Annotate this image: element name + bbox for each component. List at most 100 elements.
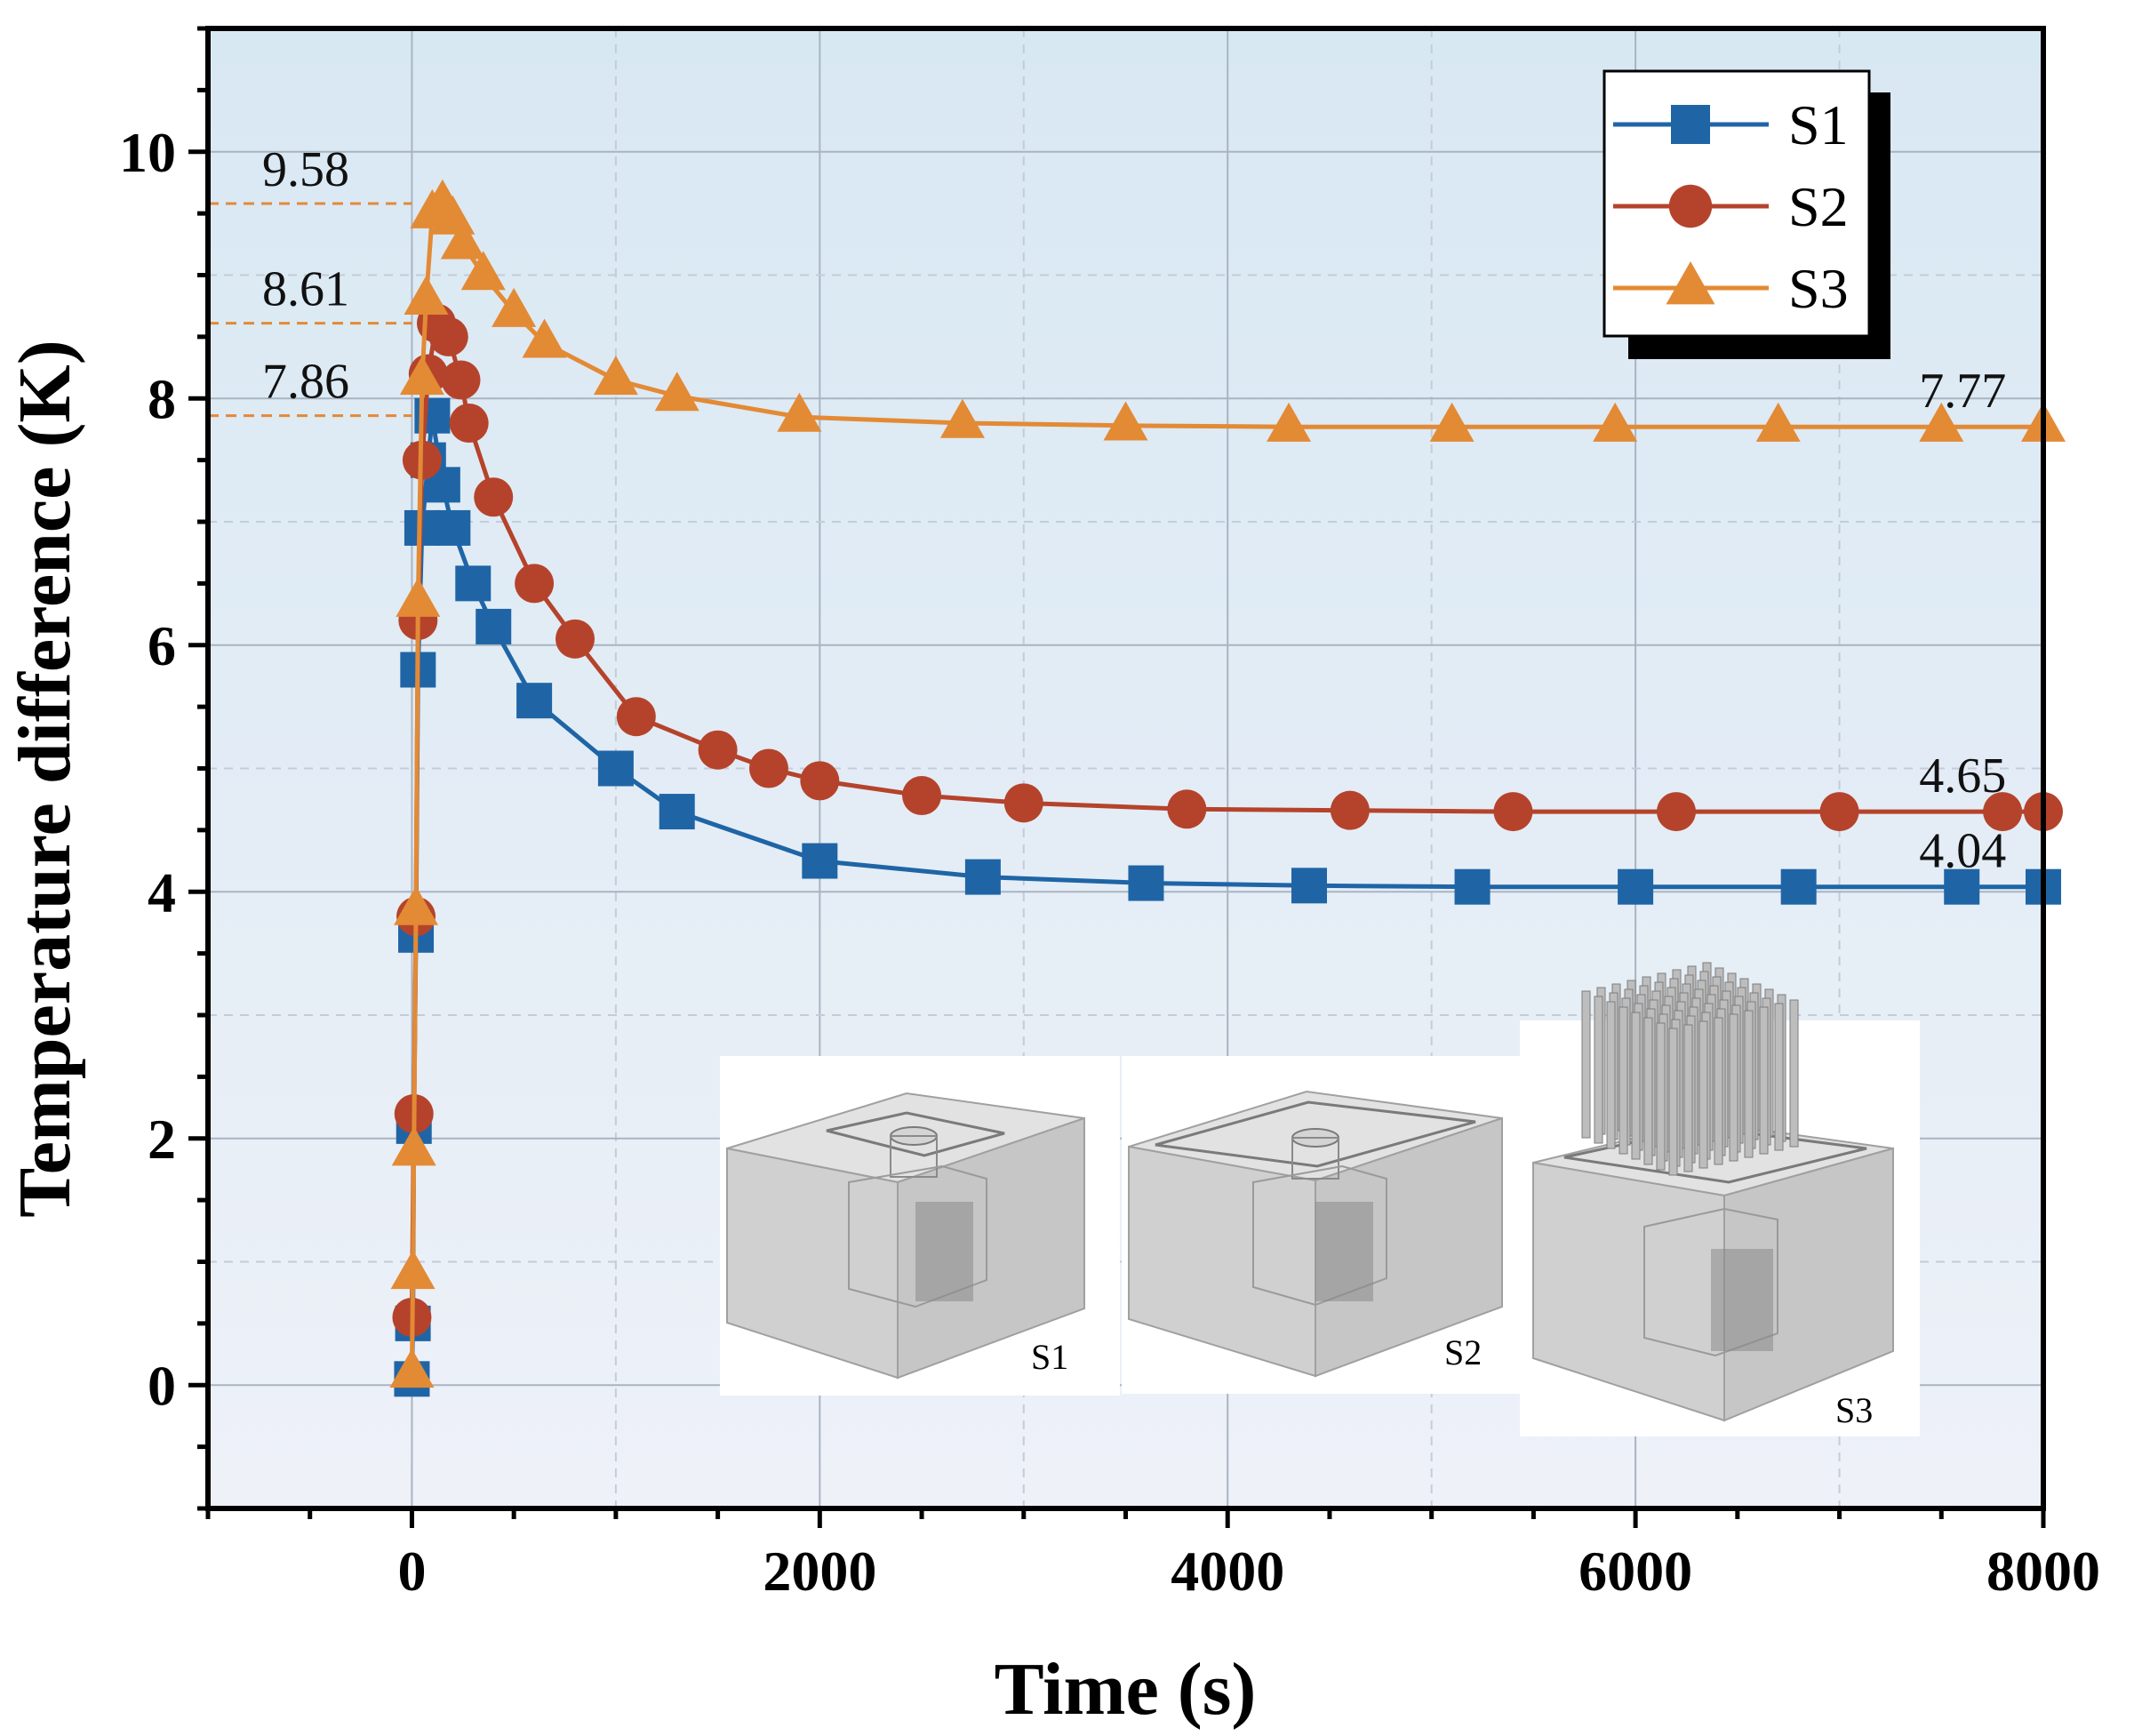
legend-marker (1666, 260, 1715, 305)
data-point-s3 (939, 398, 985, 438)
data-point-s3 (777, 392, 822, 432)
inset-model-s2: S2 (1122, 1056, 1522, 1394)
annotation-peak: 9.58 (262, 142, 349, 197)
data-point-s3 (1103, 401, 1148, 441)
data-point-s2 (1983, 792, 2023, 832)
data-point-s2 (1003, 783, 1043, 823)
y-tick-label: 4 (148, 860, 176, 924)
data-point-s3 (394, 885, 439, 925)
data-point-s3 (522, 318, 567, 358)
annotation-steady: 4.65 (1919, 748, 2006, 804)
data-point-s3 (389, 1348, 435, 1388)
heat-sink-fin (1581, 990, 1591, 1139)
data-point-s2 (428, 316, 468, 356)
legend-box (1602, 69, 1871, 338)
data-point-s1 (455, 565, 492, 602)
heat-sink-fin (1606, 1001, 1616, 1149)
inset-label-s2: S2 (1444, 1332, 1482, 1372)
data-point-s2 (616, 697, 656, 737)
annotation-peak: 8.61 (262, 262, 349, 317)
data-point-s2 (515, 564, 555, 604)
data-point-s2 (1493, 792, 1533, 832)
legend-item-s1: S1 (1613, 93, 1849, 156)
inset-model-s1: S1 (720, 1056, 1120, 1396)
data-point-s1 (1944, 868, 1980, 905)
data-point-s3 (390, 1250, 436, 1290)
data-point-s1 (1454, 868, 1491, 905)
y-tick-label: 10 (119, 121, 176, 184)
heat-sink-fin (1698, 1020, 1708, 1169)
y-axis-title: Temperature difference (K) (4, 340, 86, 1218)
data-point-s2 (441, 360, 481, 400)
data-point-s3 (391, 1126, 436, 1166)
legend-item-s2: S2 (1613, 175, 1849, 238)
y-tick-label: 0 (148, 1354, 176, 1417)
data-point-s1 (964, 859, 1001, 895)
x-axis: 0 2000 4000 6000 8000 (205, 1508, 2100, 1603)
data-point-s3 (593, 356, 638, 396)
data-point-s2 (748, 748, 788, 788)
data-point-s3 (1755, 402, 1801, 442)
legend-label: S1 (1788, 93, 1849, 156)
data-point-s2 (698, 730, 738, 770)
annotation-peak: 7.86 (262, 355, 349, 410)
peak-guide-lines (208, 202, 412, 418)
plot-frame (205, 26, 2046, 1511)
data-point-s2 (474, 477, 514, 517)
y-axis: 0 2 4 6 8 10 (119, 26, 208, 1511)
x-axis-title: Time (s) (995, 1648, 1257, 1731)
data-point-s3 (1593, 402, 1638, 442)
x-tick-label: 0 (397, 1540, 426, 1603)
heat-sink-fin (1594, 996, 1603, 1144)
data-point-s1 (476, 608, 512, 644)
x-tick-label: 8000 (1986, 1540, 2100, 1603)
data-point-s2 (800, 761, 840, 801)
data-point-s2 (1657, 792, 1696, 832)
data-point-s2 (1167, 789, 1207, 829)
y-tick-label: 6 (148, 614, 176, 677)
legend-item-s3: S3 (1613, 257, 1849, 320)
legend-label: S2 (1788, 175, 1849, 238)
legend: S1 S2 S3 (1602, 69, 1890, 359)
x-tick-label: 4000 (1171, 1540, 1284, 1603)
data-point-s3 (492, 287, 537, 327)
x-tick-label: 2000 (763, 1540, 876, 1603)
inset-model-s3: S3 (1520, 962, 1920, 1436)
data-point-s2 (555, 619, 595, 659)
legend-label: S3 (1788, 257, 1849, 320)
data-point-s1 (659, 794, 695, 830)
data-point-s1 (1291, 868, 1327, 904)
series-layer (389, 179, 2066, 1397)
annotations: 9.58 8.61 7.86 7.77 4.65 4.04 (262, 142, 2006, 879)
heat-sink-fin (1668, 1028, 1678, 1176)
heat-sink-fin (1683, 1024, 1693, 1172)
data-point-s3 (654, 372, 699, 412)
heat-sink-fins (1581, 962, 1799, 1176)
data-point-s1 (597, 750, 634, 787)
data-point-s3 (1429, 402, 1475, 442)
heat-sink-fin (1714, 1017, 1723, 1165)
data-point-s2 (449, 404, 489, 443)
data-point-s1 (802, 843, 838, 879)
x-tick-label: 6000 (1579, 1540, 1692, 1603)
annotation-steady: 7.77 (1919, 364, 2006, 419)
heat-sink-fin (1789, 999, 1799, 1148)
data-point-s3 (399, 356, 444, 396)
data-point-s2 (1330, 790, 1370, 830)
legend-marker (1671, 105, 1710, 144)
data-point-s2 (902, 776, 942, 816)
heat-sink-fin (1631, 1012, 1641, 1160)
y-tick-label: 2 (148, 1108, 176, 1171)
data-point-s1 (1618, 868, 1654, 905)
y-tick-label: 8 (148, 367, 176, 430)
data-point-s1 (435, 509, 471, 546)
data-point-s3 (1267, 402, 1312, 442)
heat-sink-fin (1774, 1003, 1784, 1151)
heat-sink-fin (1643, 1017, 1653, 1165)
heat-sink-fin (1744, 1010, 1754, 1158)
inset-label-s3: S3 (1835, 1390, 1873, 1430)
data-point-s3 (460, 251, 506, 291)
data-point-s1 (1128, 865, 1164, 901)
inset-label-s1: S1 (1031, 1337, 1068, 1377)
